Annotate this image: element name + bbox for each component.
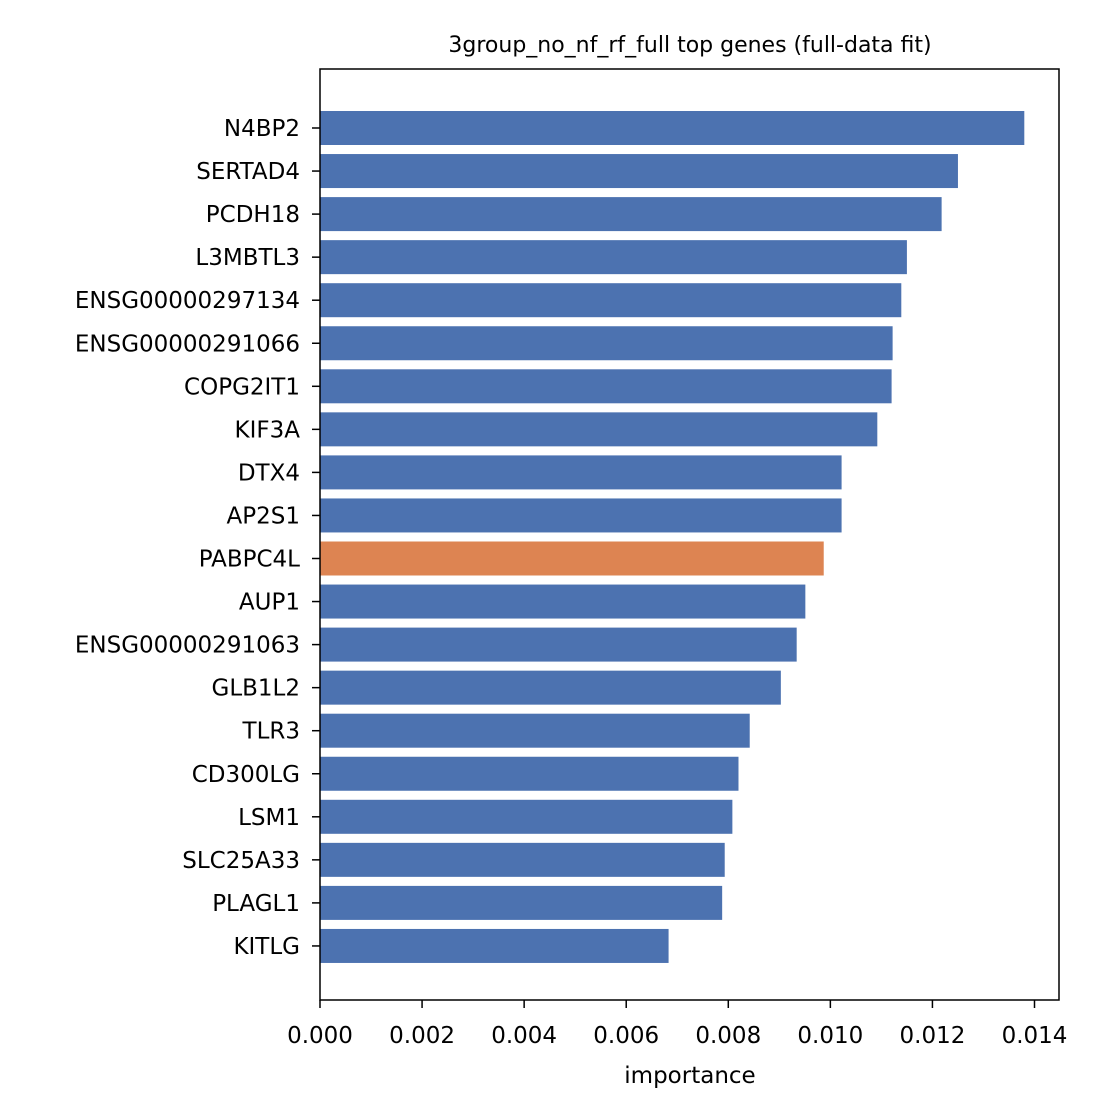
bar-ensg00000297134: [320, 283, 902, 318]
bar-copg2it1: [320, 369, 892, 404]
y-tick-label: TLR3: [242, 719, 300, 745]
y-tick-label: N4BP2: [224, 116, 300, 142]
y-tick-label: L3MBTL3: [195, 245, 300, 271]
y-tick-label: ENSG00000291066: [75, 331, 300, 357]
x-tick-label: 0.014: [1002, 1023, 1068, 1049]
bar-kitlg: [320, 928, 669, 963]
y-axis-ticks: N4BP2 SERTAD4 PCDH18 L3MBTL3 ENSG00000297134…: [75, 116, 320, 960]
bar-tlr3: [320, 713, 750, 748]
y-tick-label: DTX4: [238, 460, 300, 486]
x-axis-label: importance: [624, 1063, 755, 1089]
plot-frame: [319, 68, 1060, 1001]
y-tick-label: SLC25A33: [182, 848, 300, 874]
y-tick-label: PABPC4L: [199, 547, 300, 573]
bar-plagl1: [320, 885, 723, 920]
y-tick-label: ENSG00000297134: [75, 288, 300, 314]
bar-pabpc4l: [320, 541, 824, 576]
bar-ap2s1: [320, 498, 842, 533]
y-tick-label: COPG2IT1: [184, 374, 300, 400]
x-tick-label: 0.004: [491, 1023, 557, 1049]
y-tick-label: CD300LG: [192, 762, 300, 788]
y-tick-label: GLB1L2: [212, 676, 301, 702]
chart-title: 3group_no_nf_rf_full top genes (full-dat…: [448, 33, 931, 58]
y-tick-label: KIF3A: [235, 417, 301, 443]
bar-l3mbtl3: [320, 240, 907, 275]
bar-n4bp2: [320, 111, 1025, 145]
bar-aup1: [320, 584, 806, 619]
x-tick-label: 0.008: [695, 1023, 761, 1049]
x-tick-label: 0.002: [389, 1023, 455, 1049]
y-tick-label: AP2S1: [227, 503, 300, 529]
y-tick-label: PLAGL1: [212, 891, 300, 917]
bar-sertad4: [320, 154, 958, 189]
x-tick-label: 0.006: [593, 1023, 659, 1049]
bar-dtx4: [320, 455, 842, 490]
x-tick-label: 0.000: [287, 1023, 353, 1049]
bar-kif3a: [320, 412, 878, 447]
y-tick-label: SERTAD4: [196, 159, 300, 185]
x-axis-ticks: 0.000 0.002 0.004 0.006 0.008 0.010 0.012 0.014: [287, 1000, 1067, 1049]
bar-glb1l2: [320, 670, 781, 705]
y-tick-label: LSM1: [238, 805, 300, 831]
y-tick-label: PCDH18: [206, 202, 300, 228]
bar-pcdh18: [320, 197, 942, 232]
bar-cd300lg: [320, 756, 739, 791]
bar-slc25a33: [320, 842, 725, 877]
y-tick-label: KITLG: [233, 934, 300, 960]
bar-ensg00000291066: [320, 326, 893, 361]
bar-ensg00000291063: [320, 627, 797, 662]
x-tick-label: 0.012: [900, 1023, 966, 1049]
x-tick-label: 0.010: [797, 1023, 863, 1049]
y-tick-label: ENSG00000291063: [75, 633, 300, 659]
bar-lsm1: [320, 799, 733, 834]
bars-group: [320, 111, 1025, 963]
y-tick-label: AUP1: [239, 590, 300, 616]
